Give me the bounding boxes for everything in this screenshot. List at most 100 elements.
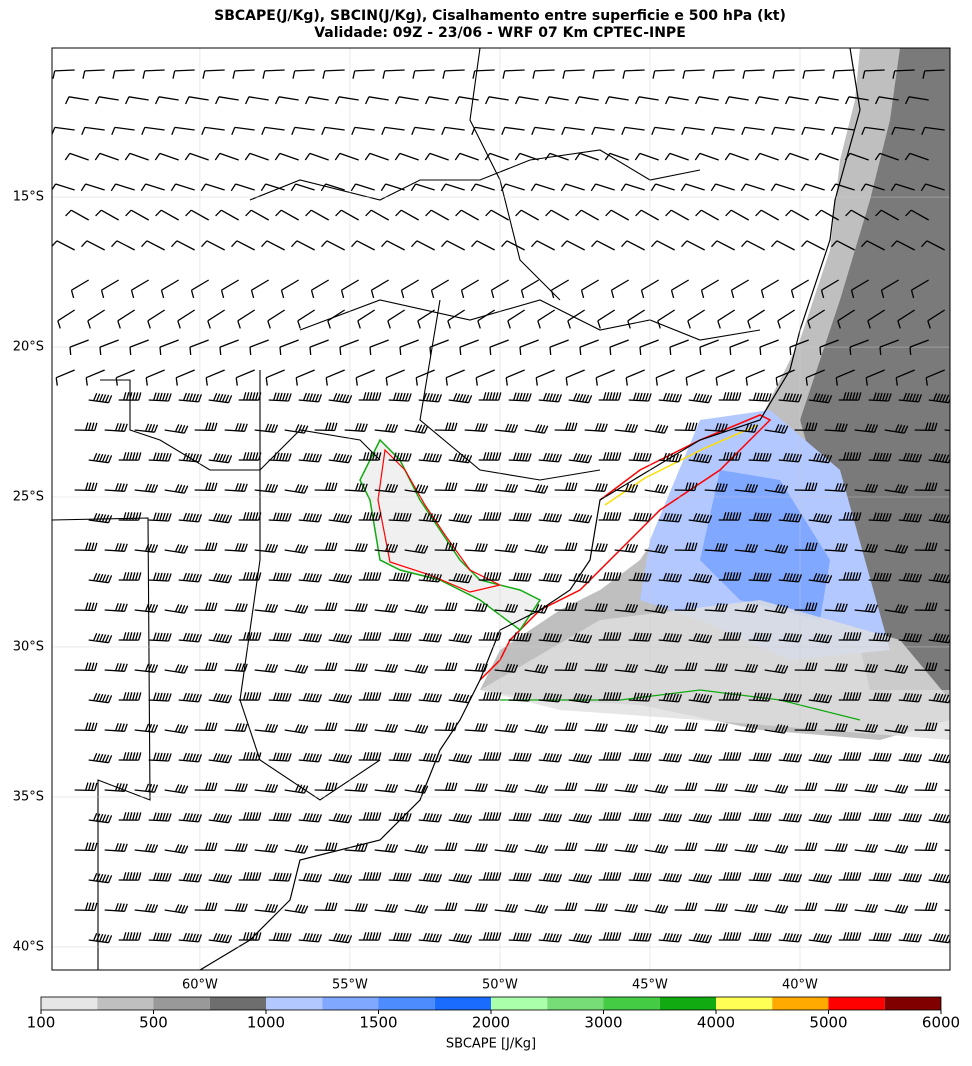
wind-barb [538,632,563,643]
wind-barb [580,279,599,299]
wind-barb [554,782,578,792]
wind-barb [651,126,675,136]
wind-barb [284,604,309,614]
wind-barb [178,632,203,643]
wind-barb [598,452,622,461]
wind-barb [448,753,473,764]
wind-barb [658,752,683,763]
wind-barb [155,209,179,221]
wind-barb [94,152,119,161]
wind-barb [314,602,338,612]
wind-barb [745,369,765,386]
wind-barb [628,692,652,702]
wind-barb [254,483,279,493]
wind-barb [789,339,809,356]
wind-barb [914,902,938,912]
wind-barb [595,369,615,386]
wind-barb [434,722,458,732]
wind-barb [831,240,855,251]
wind-barb [524,724,549,734]
wind-barb [862,69,885,79]
colorbar-tick-label: 1500 [359,1014,397,1032]
wind-barb [404,844,429,854]
wind-barb [429,339,449,356]
colorbar-tick-label: 1000 [247,1014,285,1032]
wind-barb [831,126,855,136]
colorbar-segment [547,997,604,1010]
wind-barb [914,542,938,552]
wind-barb [134,843,159,853]
wind-barb [658,632,683,643]
wind-barb [598,752,622,761]
wind-barb [344,422,368,432]
wind-barb [680,183,705,192]
wind-barb [854,603,879,613]
wind-barb [748,392,772,402]
wind-barb [220,279,239,299]
wind-barb [118,932,142,941]
wind-barb [298,692,323,703]
wind-barb [928,753,950,764]
wind-barb [88,693,113,704]
wind-barb [898,872,923,883]
wind-barb [208,813,233,824]
wind-barb [884,664,909,674]
wind-barb [905,209,929,221]
wind-barb [238,452,262,461]
wind-barb [374,903,399,913]
wind-barb [775,369,795,386]
wind-barb [355,369,375,386]
wind-barb [854,723,879,733]
wind-barb [224,662,248,672]
wind-barb [895,369,915,386]
wind-barb [485,209,509,221]
wind-barb [81,126,105,136]
wind-barb [644,904,669,914]
wind-barb [764,544,789,554]
wind-barb [890,183,915,192]
wind-barb [688,573,713,584]
wind-barb [148,632,172,642]
wind-barb [808,873,833,884]
wind-barb [524,544,549,554]
wind-barb [394,152,419,161]
wind-barb [785,96,809,105]
wind-barb [104,662,128,672]
wind-barb [538,512,563,523]
wind-barb [478,452,502,461]
wind-barb [388,452,412,462]
wind-barb [622,69,645,79]
wind-barb [104,722,128,732]
wind-barb [854,543,879,553]
wind-barb [688,753,713,764]
wind-barb [219,339,239,356]
wind-barb [604,152,629,161]
wind-barb [358,632,382,641]
wind-barb [358,932,382,941]
wind-barb [194,662,218,672]
wind-barb [884,724,909,734]
wind-barb [820,279,839,299]
wind-barb [854,843,879,853]
wind-barb [508,812,532,822]
wind-barb [381,240,405,251]
wind-barb [88,393,113,404]
wind-barb [658,812,683,823]
wind-barb [644,844,669,854]
wind-barb [614,903,639,913]
wind-barb [628,512,652,522]
wind-barb [400,279,419,299]
wind-barb [111,240,135,251]
wind-barb [418,812,443,823]
wind-barb [344,602,368,612]
wind-barb [254,663,279,673]
wind-barb [134,783,159,793]
wind-barb [418,452,443,463]
wind-barb [104,782,128,792]
wind-barb [609,339,629,356]
wind-barb [418,392,443,403]
wind-barb [274,152,299,161]
wind-barb [550,279,569,299]
wind-barb [268,872,292,882]
wind-barb [898,932,923,943]
